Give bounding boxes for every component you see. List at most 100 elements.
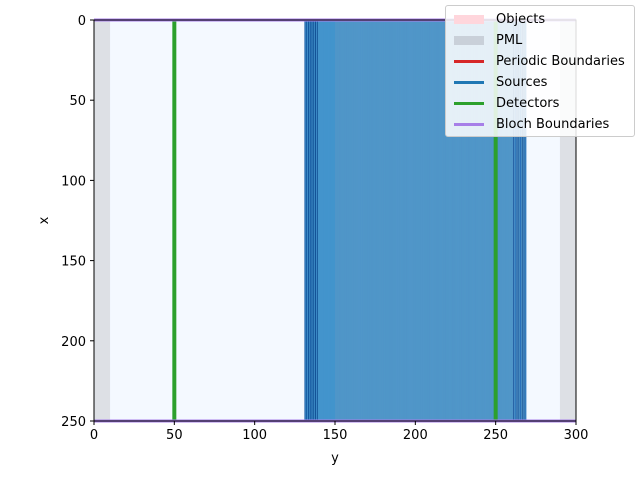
field-stripe <box>500 20 502 421</box>
y-tick-label: 200 <box>61 335 86 350</box>
field-stripe <box>348 20 350 421</box>
field-stripe <box>375 20 377 421</box>
x-tick-label: 0 <box>90 428 98 443</box>
pml-left <box>94 20 111 421</box>
y-tick-label: 0 <box>78 14 86 29</box>
legend-swatch <box>454 122 484 126</box>
field-stripe <box>306 20 308 421</box>
field-stripe <box>426 20 428 421</box>
field-stripe <box>353 20 355 421</box>
field-stripe <box>518 20 520 421</box>
field-stripe <box>343 20 345 421</box>
field-stripe <box>398 20 400 421</box>
legend-item: Bloch Boundaries <box>454 115 609 133</box>
field-stripe <box>329 20 331 421</box>
field-stripe <box>359 20 361 421</box>
x-axis-label: y <box>331 451 339 466</box>
field-stripe <box>459 20 461 421</box>
field-stripe <box>452 20 454 421</box>
field-stripe <box>502 20 504 421</box>
field-stripe <box>447 20 449 421</box>
legend-swatch <box>454 35 484 45</box>
field-stripe <box>366 20 368 421</box>
field-stripe <box>431 20 433 421</box>
field-stripe <box>520 20 521 421</box>
legend: Objects PML Periodic Boundaries Sources Dete… <box>445 5 635 137</box>
field-stripe <box>311 20 313 421</box>
field-stripes <box>304 20 527 421</box>
field-stripe <box>461 20 463 421</box>
field-stripe <box>479 20 481 421</box>
field-stripe <box>304 20 306 421</box>
legend-item: Periodic Boundaries <box>454 52 625 70</box>
field-stripe <box>513 20 514 421</box>
field-stripe <box>385 20 387 421</box>
field-stripe <box>350 20 352 421</box>
field-stripe <box>428 20 430 421</box>
field-stripe <box>468 20 470 421</box>
field-stripe <box>481 20 483 421</box>
legend-swatch <box>454 80 484 84</box>
field-stripe <box>433 20 435 421</box>
x-tick-label: 200 <box>403 428 428 443</box>
legend-swatch <box>454 14 484 24</box>
legend-label: PML <box>496 32 523 48</box>
field-stripe <box>509 20 511 421</box>
field-stripe <box>475 20 477 421</box>
field-stripe <box>491 20 493 421</box>
field-stripe <box>429 20 431 421</box>
legend-item: Detectors <box>454 94 559 112</box>
field-stripe <box>514 20 516 421</box>
field-stripe <box>387 20 389 421</box>
field-stripe <box>368 20 369 421</box>
field-stripe <box>525 20 527 421</box>
field-stripe <box>330 20 332 421</box>
field-stripe <box>435 20 437 421</box>
legend-label: Objects <box>496 11 546 27</box>
field-stripe <box>449 20 451 421</box>
field-stripe <box>338 20 339 421</box>
field-stripe <box>445 20 447 421</box>
field-stripe <box>486 20 488 421</box>
field-stripe <box>477 20 479 421</box>
legend-label: Periodic Boundaries <box>496 53 625 69</box>
field-stripe <box>415 20 417 421</box>
field-stripe <box>504 20 506 421</box>
legend-label: Sources <box>496 74 548 90</box>
field-stripe <box>408 20 410 421</box>
field-stripe <box>440 20 442 421</box>
field-stripe <box>357 20 359 421</box>
field-stripe <box>382 20 384 421</box>
field-stripe <box>334 20 336 421</box>
x-tick-label: 100 <box>242 428 267 443</box>
field-stripe <box>419 20 421 421</box>
field-stripe <box>315 20 316 421</box>
field-stripe <box>410 20 412 421</box>
field-stripe <box>472 20 474 421</box>
legend-swatch <box>454 101 484 105</box>
field-stripe <box>482 20 484 421</box>
field-stripe <box>401 20 403 421</box>
field-stripe <box>442 20 444 421</box>
field-stripe <box>336 20 338 421</box>
field-stripe <box>316 20 318 421</box>
legend-label: Detectors <box>496 95 560 111</box>
field-stripe <box>456 20 458 421</box>
field-stripe <box>424 20 426 421</box>
field-stripe <box>498 20 500 421</box>
field-stripe <box>392 20 394 421</box>
field-stripe <box>362 20 364 421</box>
field-stripe <box>369 20 371 421</box>
field-stripe <box>346 20 348 421</box>
y-tick-label: 100 <box>61 174 86 189</box>
field-stripe <box>465 20 467 421</box>
field-stripe <box>399 20 401 421</box>
field-stripe <box>463 20 465 421</box>
field-stripe <box>378 20 380 421</box>
field-stripe <box>437 20 438 421</box>
field-stripe <box>438 20 440 421</box>
field-stripe <box>405 20 407 421</box>
field-stripe <box>322 20 324 421</box>
field-stripe <box>327 20 329 421</box>
field-stripe <box>345 20 347 421</box>
